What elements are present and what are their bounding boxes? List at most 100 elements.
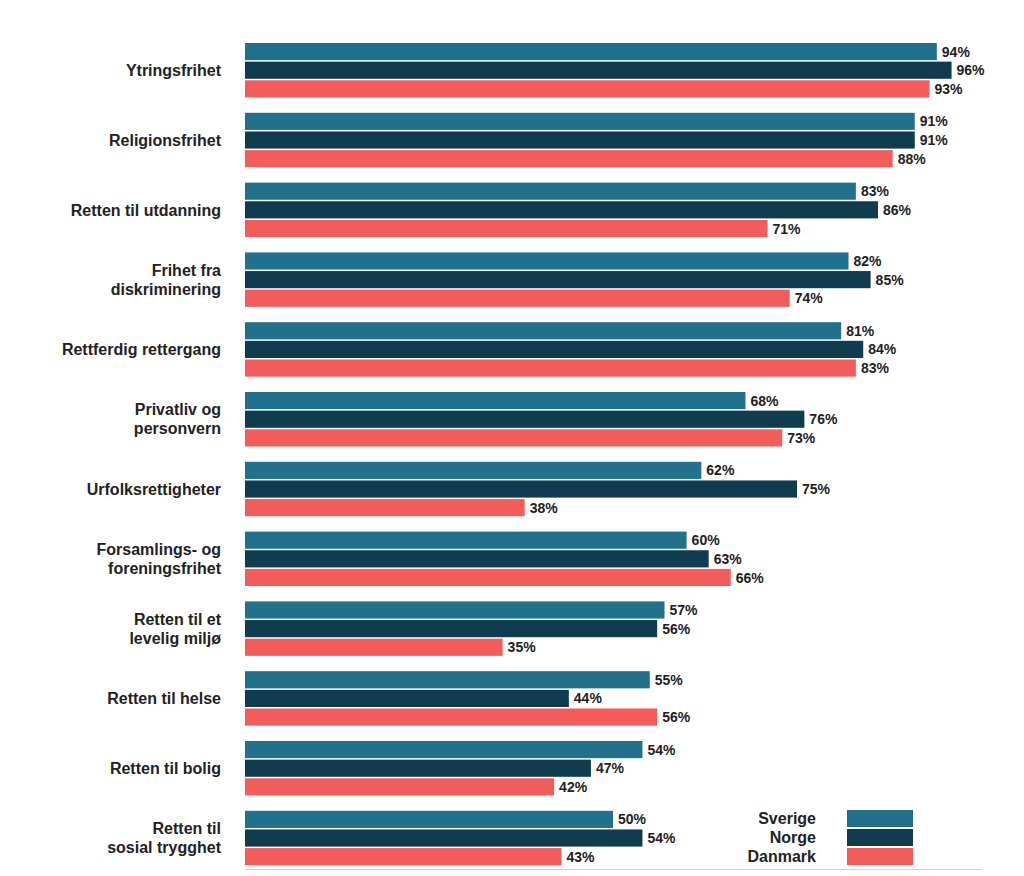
bar	[245, 550, 709, 567]
bar	[245, 462, 701, 479]
category-label: Rettferdig rettergang	[62, 341, 221, 358]
category-labels: Ytringsfrihet Religionsfrihet Retten til u…	[62, 62, 222, 856]
category-label-line: levelig miljø	[129, 630, 221, 647]
data-label: 50%	[618, 811, 647, 827]
data-label: 82%	[854, 253, 883, 269]
category-label: Forsamlings- ogforeningsfrihet	[97, 541, 222, 577]
bar	[245, 848, 561, 865]
category-label: Retten til et levelig miljø	[129, 611, 221, 647]
bar	[245, 601, 665, 618]
bar	[245, 322, 841, 339]
data-label: 93%	[934, 81, 963, 97]
bar	[245, 671, 650, 688]
category-label: Retten til bolig	[110, 760, 221, 777]
data-label: 54%	[647, 830, 676, 846]
legend-swatch	[847, 848, 913, 865]
data-label: 88%	[898, 151, 927, 167]
data-label: 73%	[787, 430, 816, 446]
data-label: 96%	[957, 62, 986, 78]
legend-label: Sverige	[758, 810, 816, 827]
data-label: 83%	[861, 360, 890, 376]
data-label: 55%	[655, 672, 684, 688]
data-label: 62%	[706, 462, 735, 478]
data-label: 66%	[736, 570, 765, 586]
bar	[245, 778, 554, 795]
bar	[245, 532, 687, 549]
data-label: 57%	[670, 602, 699, 618]
data-label: 56%	[662, 621, 691, 637]
data-label: 85%	[876, 272, 905, 288]
bar	[245, 341, 863, 358]
chart: 94%91%83%82%81%68%62%60%57%55%54%50%96%9…	[0, 0, 1024, 876]
bar	[245, 811, 613, 828]
bar	[245, 639, 503, 656]
x-axis-line	[246, 869, 982, 870]
data-label: 83%	[861, 183, 890, 199]
bar	[245, 252, 849, 269]
bar	[245, 411, 804, 428]
category-label-line: Rettferdig rettergang	[62, 341, 221, 358]
bar	[245, 480, 797, 497]
data-label: 47%	[596, 760, 625, 776]
data-label: 91%	[920, 113, 949, 129]
data-label: 75%	[802, 481, 831, 497]
bar	[245, 429, 782, 446]
category-label: Ytringsfrihet	[126, 62, 222, 79]
data-label: 38%	[530, 500, 559, 516]
category-label: Retten til utdanning	[71, 202, 221, 219]
data-label: 74%	[795, 290, 824, 306]
legend-label: Norge	[770, 829, 816, 846]
category-label-line: Retten til et	[134, 611, 222, 628]
category-label-line: Retten til helse	[107, 690, 221, 707]
legend-swatch	[847, 829, 913, 846]
category-label-line: personvern	[134, 420, 221, 437]
bar	[245, 760, 591, 777]
category-label-line: Frihet fra	[152, 262, 221, 279]
x-axis	[246, 869, 982, 870]
category-label: Retten til helse	[107, 690, 221, 707]
category-label-line: Retten til	[153, 820, 221, 837]
data-label: 71%	[773, 221, 802, 237]
bar	[245, 131, 915, 148]
category-label-line: Forsamlings- og	[97, 541, 221, 558]
category-label-line: Retten til utdanning	[71, 202, 221, 219]
bar	[245, 392, 745, 409]
bar	[245, 62, 952, 79]
legend-label: Danmark	[748, 848, 817, 865]
category-label-line: Religionsfrihet	[109, 132, 222, 149]
bar	[245, 183, 856, 200]
data-label: 68%	[750, 393, 779, 409]
category-label: Religionsfrihet	[109, 132, 222, 149]
data-label: 56%	[662, 709, 691, 725]
bar	[245, 201, 878, 218]
category-label-line: sosial trygghet	[107, 839, 221, 856]
data-label: 81%	[846, 323, 875, 339]
data-label: 63%	[714, 551, 743, 567]
legend-swatch	[847, 810, 913, 827]
category-label-line: diskriminering	[111, 281, 221, 298]
category-label: Retten til sosial trygghet	[107, 820, 221, 856]
bar	[245, 741, 642, 758]
data-label: 54%	[647, 742, 676, 758]
category-label: Urfolksrettigheter	[87, 481, 221, 498]
category-label-line: Privatliv og	[135, 401, 221, 418]
bar	[245, 499, 525, 516]
category-label-line: Ytringsfrihet	[126, 62, 222, 79]
bar	[245, 359, 856, 376]
category-label-line: Urfolksrettigheter	[87, 481, 221, 498]
bar	[245, 829, 642, 846]
data-label: 42%	[559, 779, 588, 795]
legend: Sverige Norge Danmark	[748, 810, 913, 865]
bars	[245, 43, 952, 865]
category-label: Privatliv og personvern	[134, 401, 221, 437]
data-label: 94%	[942, 44, 971, 60]
data-labels: 94%91%83%82%81%68%62%60%57%55%54%50%96%9…	[508, 44, 986, 865]
bar	[245, 150, 893, 167]
data-label: 44%	[574, 690, 603, 706]
bar	[245, 708, 657, 725]
bar	[245, 569, 731, 586]
category-label: Frihet fra diskriminering	[111, 262, 221, 298]
bar	[245, 220, 768, 237]
bar	[245, 43, 937, 60]
data-label: 43%	[566, 849, 595, 865]
